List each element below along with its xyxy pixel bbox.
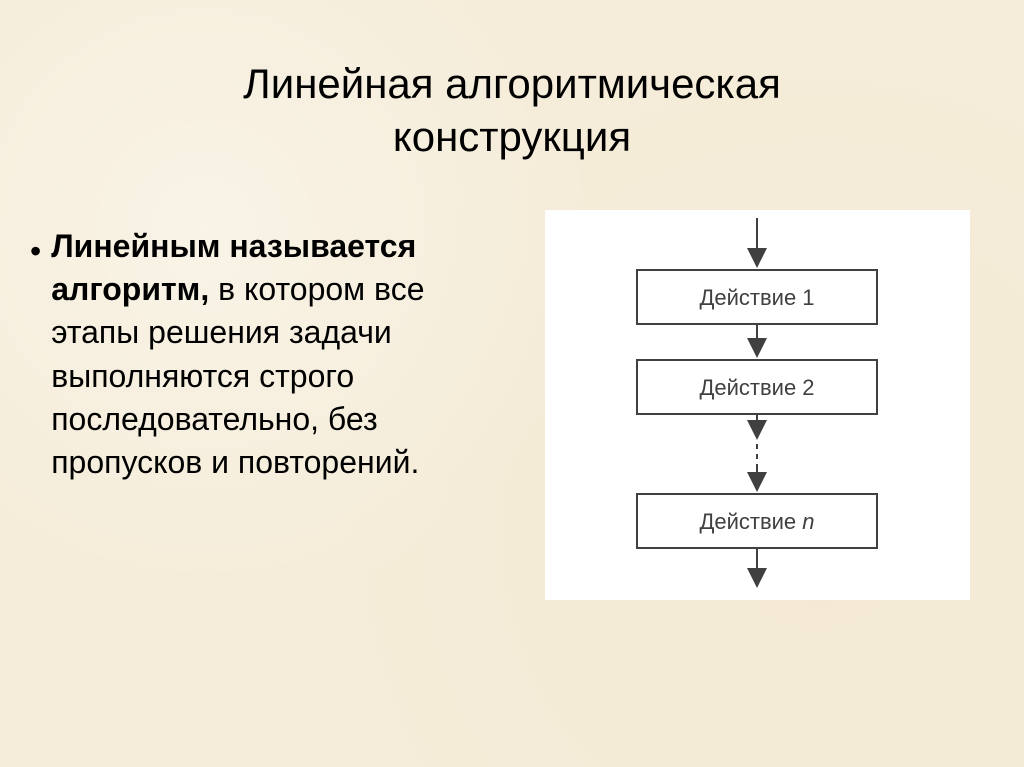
node-action-n-label: Действие n xyxy=(699,509,814,534)
bullet-marker: • xyxy=(30,231,41,273)
flowchart-diagram: Действие 1 Действие 2 Действие n xyxy=(545,210,970,600)
bullet-item: • Линейным называется алгоритм, в которо… xyxy=(30,225,515,484)
body-text-block: • Линейным называется алгоритм, в которо… xyxy=(30,225,515,484)
bullet-text: Линейным называется алгоритм, в котором … xyxy=(51,225,515,484)
title-line-1: Линейная алгоритмическая xyxy=(0,58,1024,111)
node-n-prefix: Действие xyxy=(699,509,802,534)
slide: Линейная алгоритмическая конструкция • Л… xyxy=(0,0,1024,767)
slide-title: Линейная алгоритмическая конструкция xyxy=(0,58,1024,163)
node-action-2-label: Действие 2 xyxy=(699,375,814,400)
flowchart-svg: Действие 1 Действие 2 Действие n xyxy=(545,210,970,600)
title-line-2: конструкция xyxy=(0,111,1024,164)
node-n-var: n xyxy=(802,509,814,534)
node-action-1-label: Действие 1 xyxy=(699,285,814,310)
